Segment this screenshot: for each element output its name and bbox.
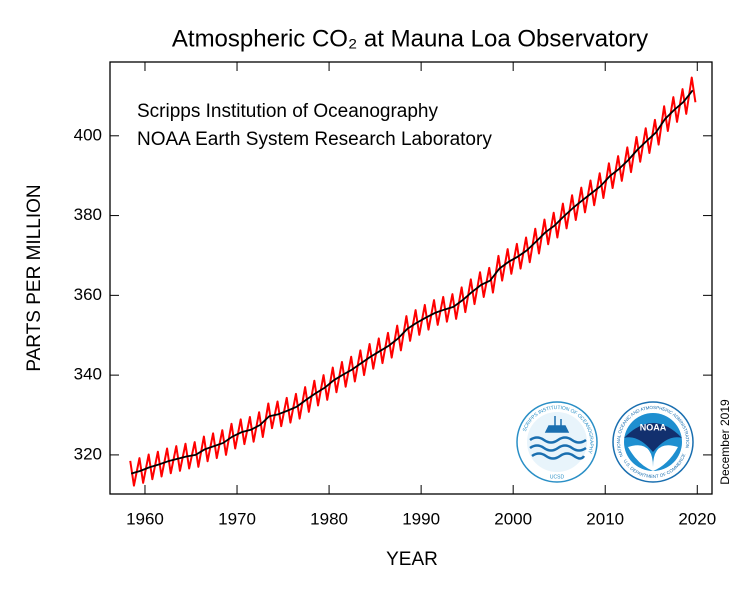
data-line (130, 89, 694, 475)
x-tick-label: 1970 (218, 509, 256, 528)
scripps-logo: SCRIPPS INSTITUTION OF OCEANOGRAPHY UCSD (516, 401, 598, 483)
plot-frame (109, 61, 713, 495)
chart-title: Atmospheric CO₂ at Mauna Loa Observatory (172, 25, 648, 52)
logo-dark (624, 423, 682, 452)
x-tick-label: 2000 (494, 509, 532, 528)
y-tick-label: 360 (74, 285, 102, 304)
x-axis-label: YEAR (386, 549, 438, 570)
subtitle: Scripps Institution of Oceanography (137, 101, 439, 122)
noaa-logo: NOAA NATIONAL OCEANIC AND ATMOSPHERIC AD… (612, 401, 694, 483)
x-tick-label: 2020 (678, 509, 716, 528)
x-tick-label: 1990 (402, 509, 440, 528)
x-tick-label: 1980 (310, 509, 348, 528)
logo-text: NOAA (640, 422, 667, 432)
logo-text: UCSD (550, 474, 565, 480)
x-tick-label: 2010 (586, 509, 624, 528)
logo-waves (529, 436, 587, 460)
y-tick-label: 400 (74, 125, 102, 144)
logo-bird (628, 445, 678, 471)
x-tick-label: 1960 (126, 509, 164, 528)
subtitle: NOAA Earth System Research Laboratory (137, 129, 492, 150)
y-axis-label: PARTS PER MILLION (24, 184, 45, 371)
y-tick-label: 380 (74, 205, 102, 224)
y-tick-label: 320 (74, 444, 102, 463)
y-tick-label: 340 (74, 365, 102, 384)
date-note: December 2019 (718, 399, 732, 485)
logo-ship (544, 416, 570, 433)
